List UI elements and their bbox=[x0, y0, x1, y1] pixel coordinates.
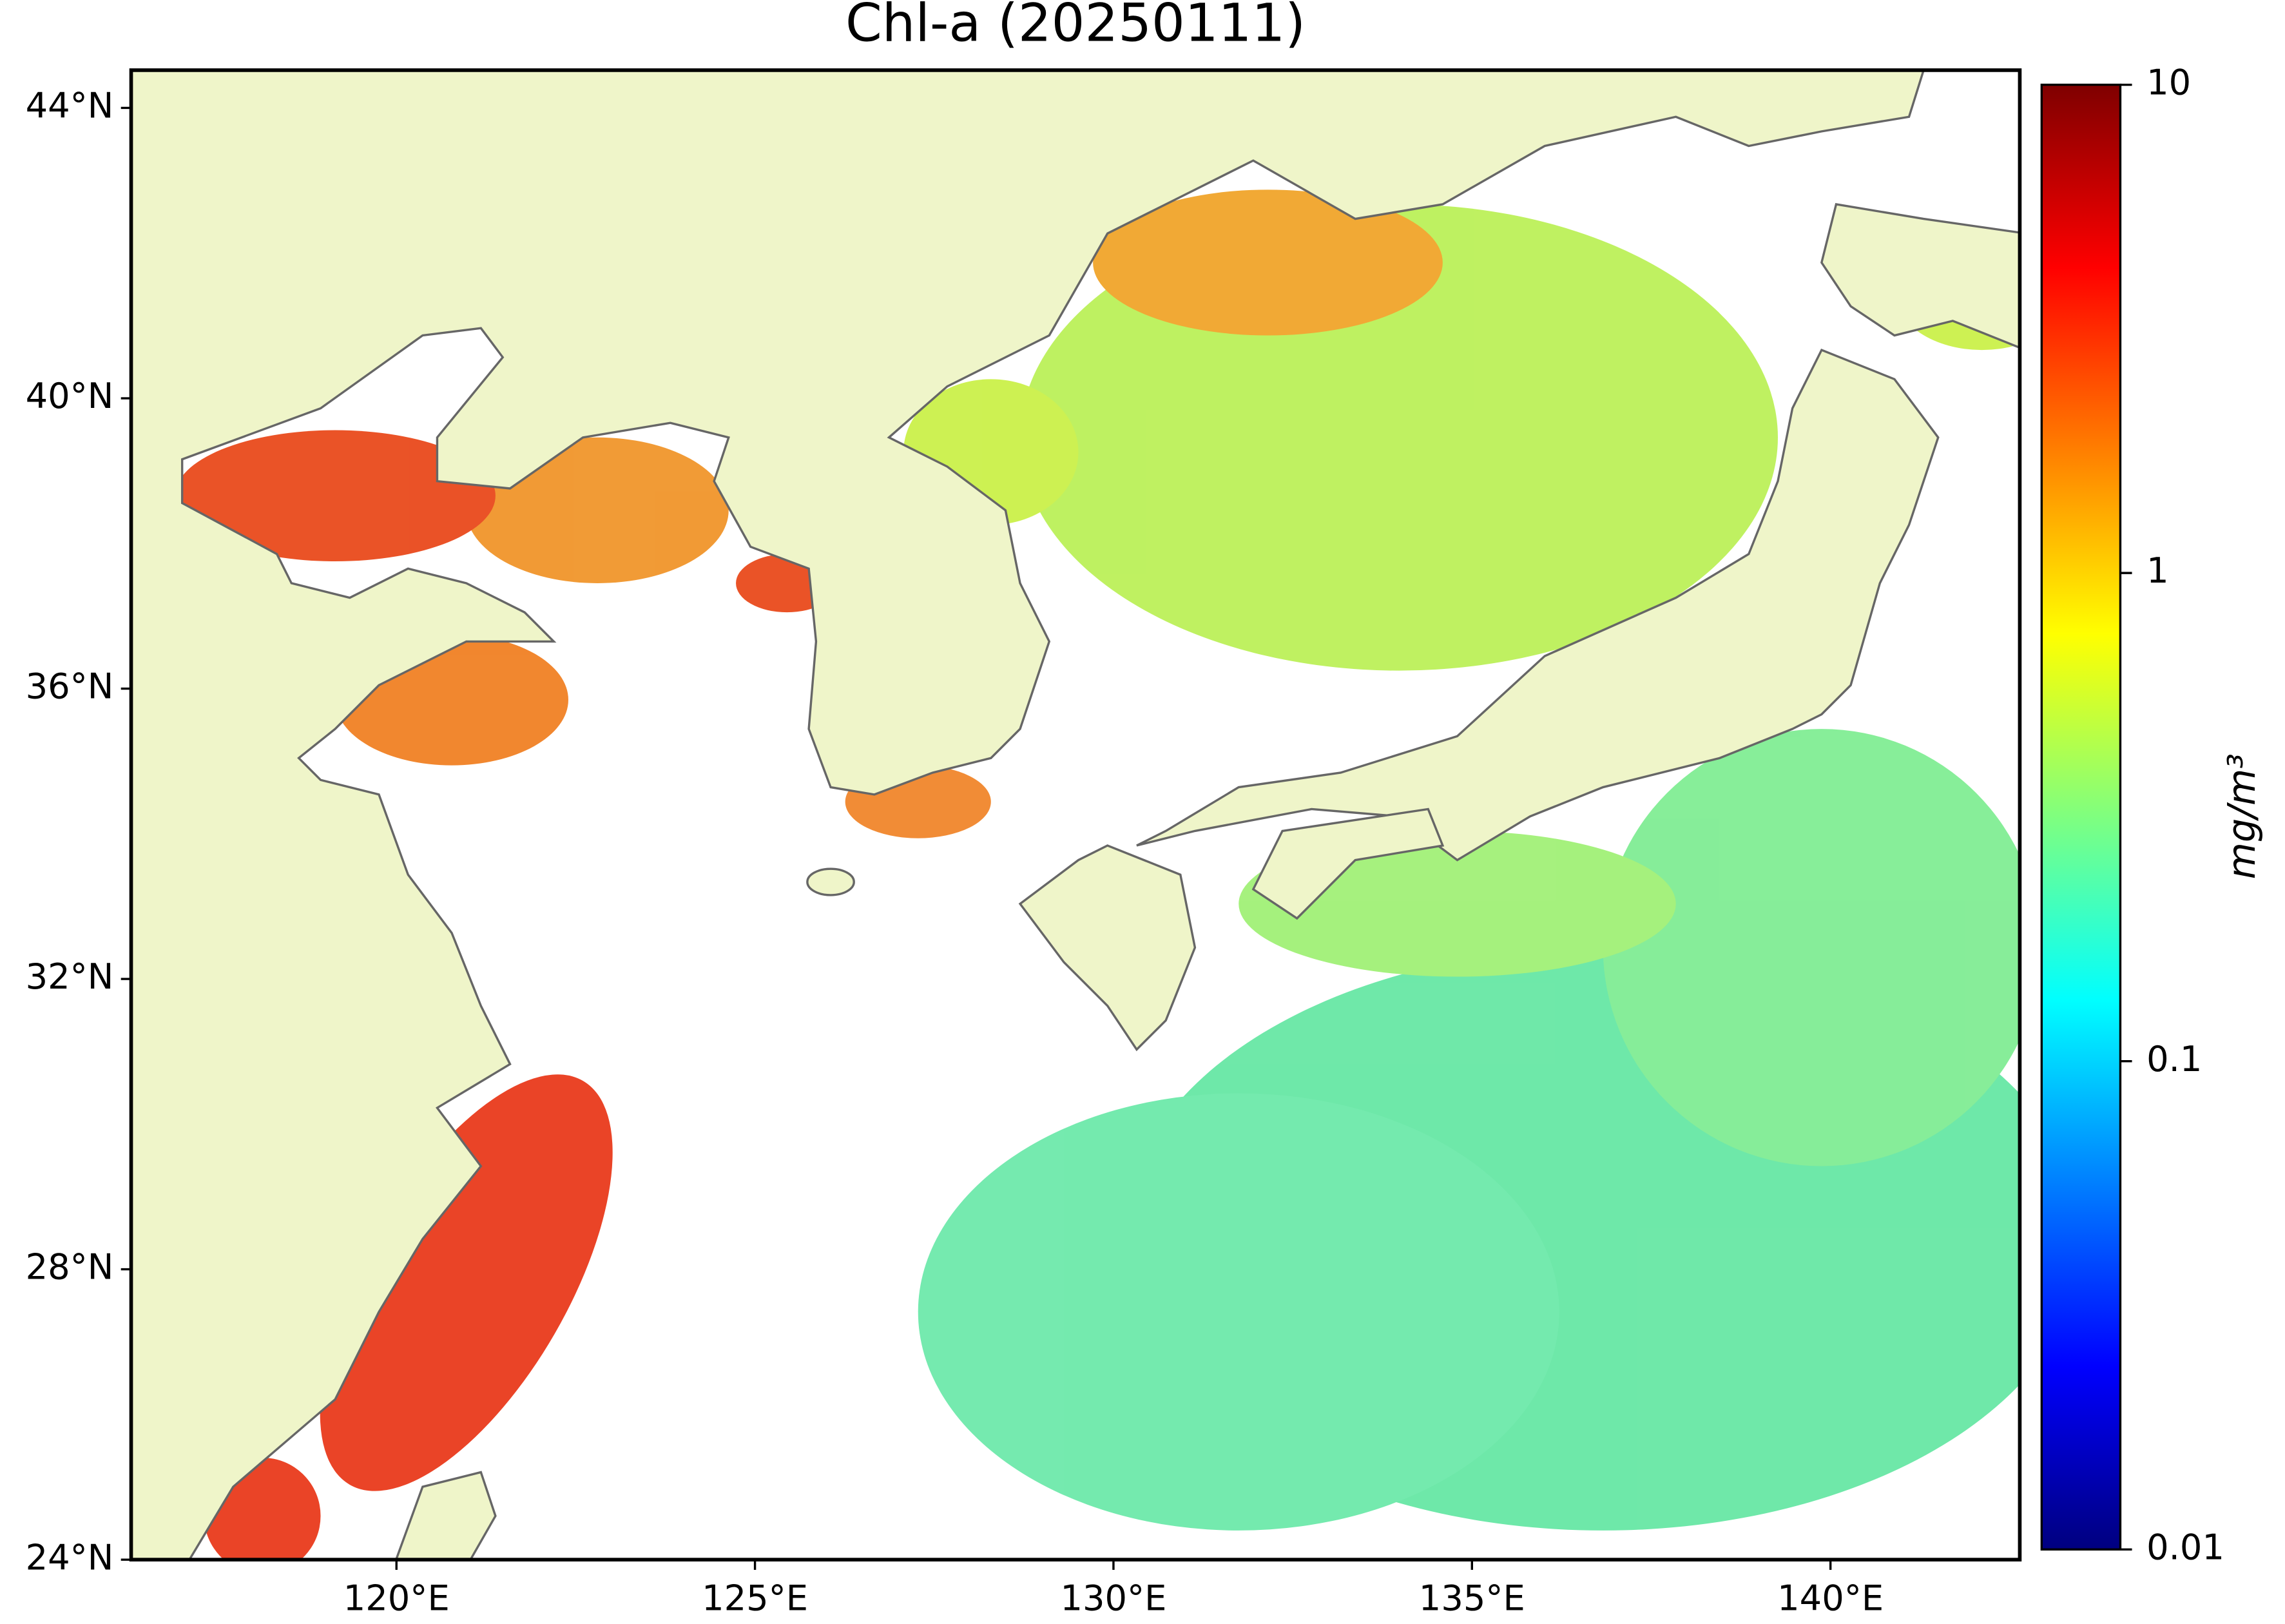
y-tick-label: 32°N bbox=[26, 956, 114, 997]
map-area bbox=[131, 70, 2020, 1560]
colorbar bbox=[2040, 83, 2122, 1551]
chl-patch bbox=[1603, 729, 2020, 1166]
x-tick-label: 120°E bbox=[343, 1578, 450, 1619]
chl-patch bbox=[175, 430, 496, 562]
colorbar-tick-label: 0.01 bbox=[2146, 1527, 2224, 1567]
shikoku bbox=[1251, 807, 1445, 920]
x-tick-label: 125°E bbox=[702, 1578, 808, 1619]
chl-patch bbox=[320, 1074, 613, 1491]
mainland bbox=[131, 70, 1925, 1560]
y-tick-label: 24°N bbox=[26, 1537, 114, 1578]
taiwan bbox=[394, 1471, 497, 1560]
map-title: Chl-a (20250111) bbox=[845, 0, 1306, 54]
x-tick-label: 135°E bbox=[1419, 1578, 1525, 1619]
y-tick-label: 28°N bbox=[26, 1247, 114, 1288]
colorbar-label: mg/m³ bbox=[2219, 753, 2264, 879]
y-tick-label: 44°N bbox=[26, 86, 114, 126]
x-tick-label: 130°E bbox=[1060, 1578, 1166, 1619]
chl-patch bbox=[918, 1093, 1559, 1531]
y-tick-label: 36°N bbox=[26, 666, 114, 707]
colorbar-tick-label: 0.1 bbox=[2146, 1039, 2202, 1079]
colorbar-tick-label: 1 bbox=[2146, 550, 2169, 591]
map-frame bbox=[129, 68, 2022, 1561]
land bbox=[131, 70, 2020, 1560]
y-tick-label: 40°N bbox=[26, 376, 114, 416]
colorbar-tick-label: 10 bbox=[2146, 63, 2191, 103]
x-tick-label: 140°E bbox=[1777, 1578, 1884, 1619]
chl-patch bbox=[1093, 189, 1443, 336]
jeju bbox=[806, 867, 855, 896]
honshu bbox=[1136, 348, 1940, 862]
hokkaido bbox=[1820, 203, 2020, 349]
kyushu bbox=[1018, 844, 1197, 1052]
